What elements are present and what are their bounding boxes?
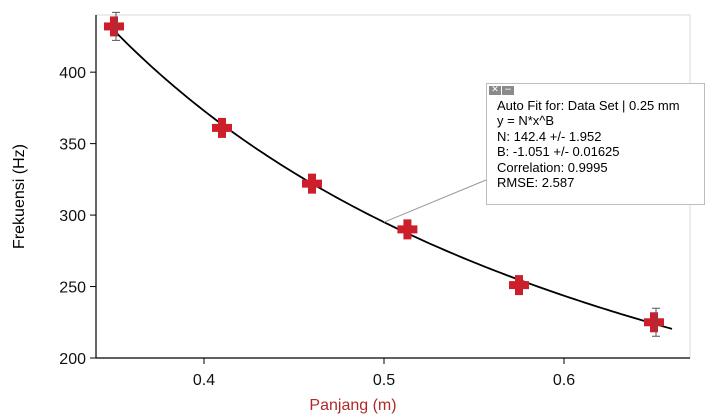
data-point xyxy=(212,117,232,138)
x-tick-label: 0.5 xyxy=(373,372,395,389)
data-point-vbar xyxy=(110,16,118,37)
fit-annotation-line: y = N*x^B xyxy=(497,113,555,129)
data-point-vbar xyxy=(650,312,658,333)
x-tick-label: 0.4 xyxy=(193,372,215,389)
x-tick-label: 0.6 xyxy=(553,372,575,389)
y-tick-label: 300 xyxy=(59,208,86,225)
data-point-vbar xyxy=(515,275,523,296)
data-point-vbar xyxy=(308,173,316,194)
fit-annotation-text: Auto Fit for: Data Set | 0.25 mm y = N*x… xyxy=(497,98,680,190)
data-point xyxy=(104,11,124,41)
fit-annotation-box[interactable] xyxy=(486,83,705,205)
data-point-vbar xyxy=(218,117,226,138)
fit-annotation-line: B: -1.051 +/- 0.01625 xyxy=(497,144,620,160)
data-point xyxy=(644,307,664,337)
x-axis-title: Panjang (m) xyxy=(309,397,396,414)
data-point xyxy=(509,275,529,296)
y-tick-label: 350 xyxy=(59,137,86,154)
fit-annotation-line: Auto Fit for: Data Set | 0.25 mm xyxy=(497,98,680,113)
y-tick-label: 250 xyxy=(59,280,86,297)
fit-curve xyxy=(113,29,673,330)
close-icon[interactable]: ✕ xyxy=(489,86,501,95)
y-tick-label: 200 xyxy=(59,351,86,368)
error-bracket xyxy=(112,11,120,41)
data-point xyxy=(397,219,418,240)
fit-annotation-icons: ✕ − xyxy=(489,86,514,95)
fit-annotation-line: RMSE: 2.587 xyxy=(497,175,575,191)
error-bracket xyxy=(652,307,660,337)
data-point-vbar xyxy=(403,219,412,240)
y-axis-title: Frekuensi (Hz) xyxy=(11,144,28,249)
minimize-icon[interactable]: − xyxy=(502,86,514,95)
data-point xyxy=(302,173,322,194)
fit-annotation-line: N: 142.4 +/- 1.952 xyxy=(497,128,602,144)
ticks-layer: 0.4 0.5 0.6 200 250 300 350 400 xyxy=(59,65,575,389)
annotation-leader xyxy=(383,179,487,223)
fit-annotation-line: Correlation: 0.9995 xyxy=(497,159,608,175)
points-layer xyxy=(104,11,664,337)
y-tick-label: 400 xyxy=(59,65,86,82)
